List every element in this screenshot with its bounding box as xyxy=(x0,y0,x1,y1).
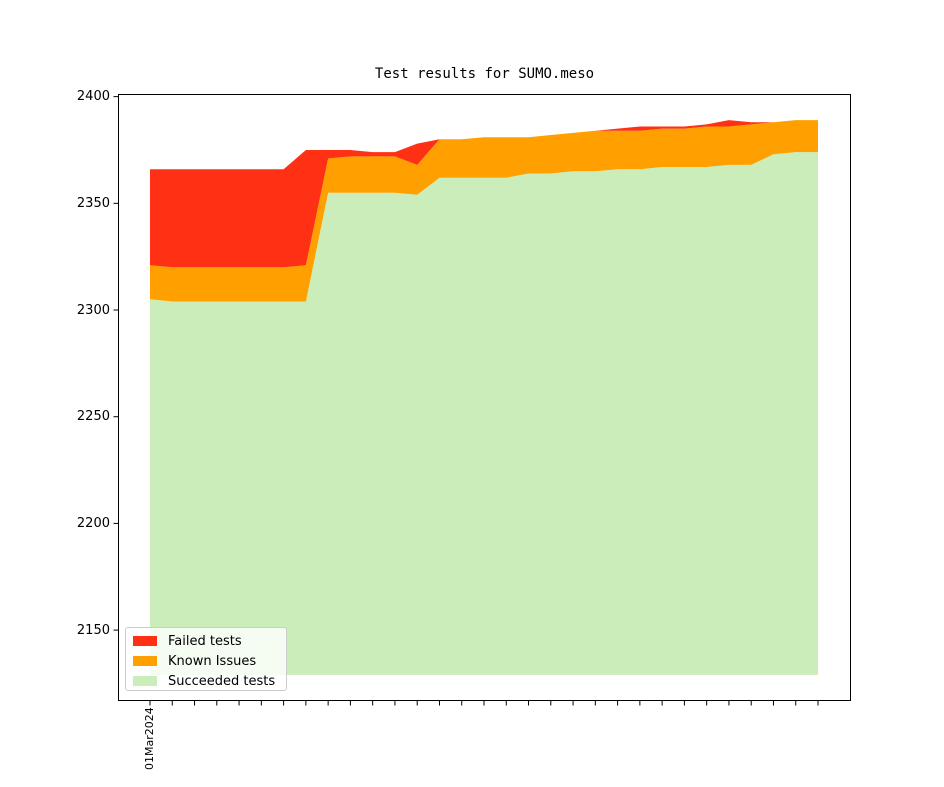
succeeded-tests-swatch-icon xyxy=(133,676,157,686)
legend-item-succeeded: Succeeded tests xyxy=(133,671,286,691)
x-tick-label-first: 01Mar2024 xyxy=(143,707,156,770)
legend-item-failed: Failed tests xyxy=(133,631,286,651)
known-issues-area xyxy=(150,120,818,302)
succeeded-tests-area xyxy=(150,152,818,675)
legend-label-succeeded: Succeeded tests xyxy=(168,673,276,689)
legend-label-failed: Failed tests xyxy=(168,633,242,649)
y-tick-label: 2200 xyxy=(76,515,110,531)
y-tick-label: 2400 xyxy=(76,89,110,105)
y-tick-label: 2150 xyxy=(76,622,110,638)
legend-label-known: Known Issues xyxy=(168,653,257,669)
legend: Failed tests Known Issues Succeeded test… xyxy=(125,627,287,691)
y-tick-label: 2350 xyxy=(76,195,110,211)
y-tick-label: 2300 xyxy=(76,302,110,318)
y-tick-label: 2250 xyxy=(76,409,110,425)
failed-tests-area xyxy=(150,120,818,268)
failed-tests-swatch-icon xyxy=(133,636,157,646)
chart-title: Test results for SUMO.meso xyxy=(374,66,595,82)
legend-item-known: Known Issues xyxy=(133,651,286,671)
known-issues-swatch-icon xyxy=(133,656,157,666)
